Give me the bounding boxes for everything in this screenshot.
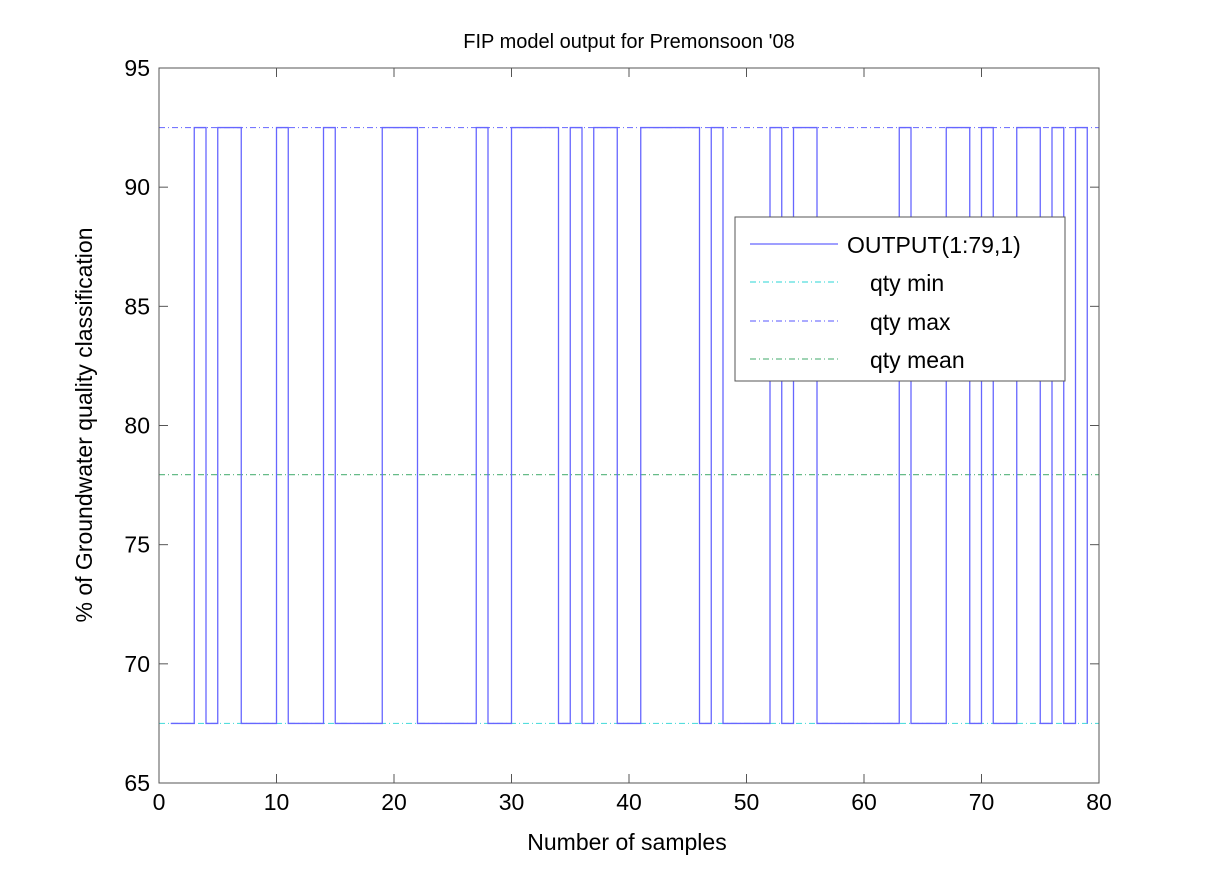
- y-axis-label: % of Groundwater quality classification: [71, 227, 97, 622]
- y-tick-label: 90: [124, 174, 150, 200]
- x-tick-label: 10: [264, 789, 290, 815]
- y-tick-label: 85: [124, 293, 150, 319]
- x-tick-label: 50: [734, 789, 760, 815]
- legend-label: qty mean: [870, 347, 965, 373]
- legend-label: qty max: [870, 309, 951, 335]
- y-tick-label: 65: [124, 770, 150, 796]
- x-axis-label: Number of samples: [527, 829, 726, 855]
- x-tick-label: 70: [969, 789, 995, 815]
- x-tick-label: 40: [616, 789, 642, 815]
- y-tick-label: 95: [124, 55, 150, 81]
- legend: OUTPUT(1:79,1) qty min qty max qty mean: [734, 216, 1066, 382]
- plot-area: 0 10 20 30 40 50 60 70 80 65 70 75 80 85 90 95: [124, 55, 1111, 815]
- y-tick-label: 80: [124, 413, 150, 439]
- y-tick-label: 75: [124, 532, 150, 558]
- x-tick-label: 20: [381, 789, 407, 815]
- output-stairs-line: [170, 126, 1088, 725]
- chart-title: FIP model output for Premonsoon '08: [463, 31, 794, 53]
- y-tick-label: 70: [124, 651, 150, 677]
- x-tick-label: 60: [851, 789, 877, 815]
- x-tick-label: 80: [1086, 789, 1112, 815]
- legend-label: OUTPUT(1:79,1): [847, 232, 1021, 258]
- axes-box: [158, 67, 1100, 784]
- x-tick-label: 30: [499, 789, 525, 815]
- legend-label: qty min: [870, 270, 944, 296]
- x-tick-label: 0: [153, 789, 166, 815]
